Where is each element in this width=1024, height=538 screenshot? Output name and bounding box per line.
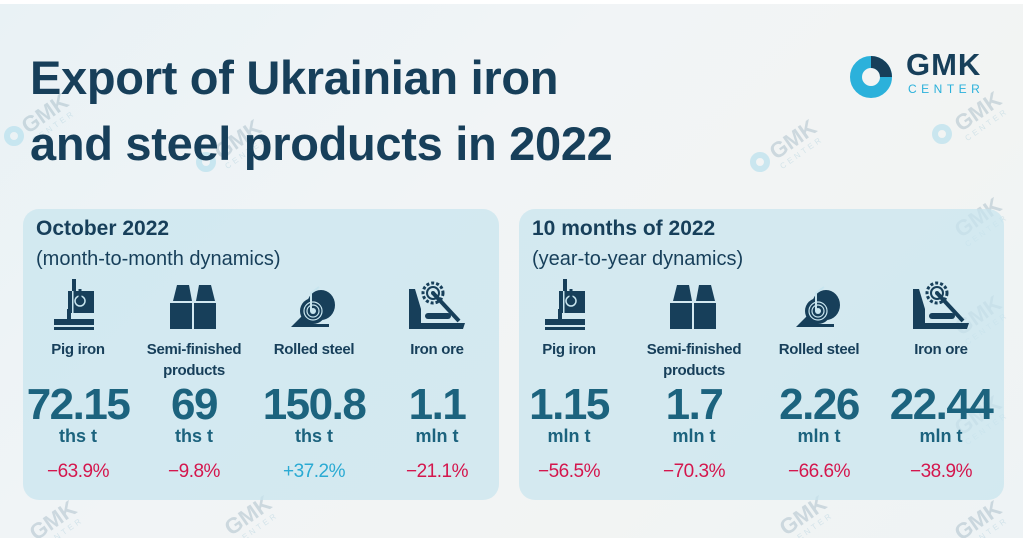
- stat-value: 22.44: [889, 380, 994, 429]
- iron-ore-icon: [377, 279, 497, 331]
- watermark-dot: [196, 152, 216, 172]
- pig-iron-icon: [509, 279, 629, 331]
- stat-change: −9.8%: [168, 461, 220, 482]
- gmk-center-logo: GMK CENTER: [848, 46, 1008, 106]
- iron-ore-icon: [881, 279, 1001, 331]
- item-label: Iron ore: [410, 341, 464, 358]
- stat-unit: mln t: [672, 426, 716, 446]
- stat-value: 69: [171, 380, 218, 429]
- stat-iron-ore: Iron ore: [881, 279, 1001, 360]
- stat-rolled-steel-values: 150.8 ths t +37.2%: [254, 209, 374, 500]
- semi-finished-icon: [134, 279, 254, 331]
- rolled-steel-icon: [254, 279, 374, 331]
- stat-pig-iron-values: 72.15 ths t −63.9%: [18, 209, 138, 500]
- stat-unit: mln t: [415, 426, 459, 446]
- stat-value: 72.15: [26, 380, 131, 429]
- stat-iron-ore-values: 22.44 mln t −38.9%: [881, 209, 1001, 500]
- panel-october-2022: October 2022 (month-to-month dynamics) P…: [23, 209, 499, 500]
- item-label: Semi-finished products: [146, 341, 242, 379]
- title-line-1: Export of Ukrainian iron: [30, 51, 559, 104]
- item-label: Rolled steel: [778, 341, 860, 358]
- item-label: Iron ore: [914, 341, 968, 358]
- stat-rolled-steel-values: 2.26 mln t −66.6%: [759, 209, 879, 500]
- stat-pig-iron-values: 1.15 mln t −56.5%: [509, 209, 629, 500]
- stat-value: 150.8: [262, 380, 367, 429]
- watermark-dot: [932, 124, 952, 144]
- item-label: Pig iron: [542, 341, 596, 358]
- item-label: Pig iron: [51, 341, 105, 358]
- watermark-dot: [750, 152, 770, 172]
- stat-semi-finished: Semi-finished products: [634, 279, 754, 381]
- panel-subtitle: (year-to-year dynamics): [532, 248, 744, 270]
- stat-value: 1.1: [408, 380, 467, 429]
- stat-rolled-steel: Rolled steel: [759, 279, 879, 360]
- stat-rolled-steel: Rolled steel: [254, 279, 374, 360]
- stat-pig-iron: Pig iron: [509, 279, 629, 360]
- item-label: Rolled steel: [273, 341, 355, 358]
- stat-iron-ore: Iron ore: [377, 279, 497, 360]
- logo-name: GMK: [906, 47, 982, 82]
- stat-semi-finished-values: 1.7 mln t −70.3%: [634, 209, 754, 500]
- watermark-dot: [4, 126, 24, 146]
- title-line-2: and steel products in 2022: [30, 117, 613, 170]
- item-label: Semi-finished products: [646, 341, 742, 379]
- stat-iron-ore-values: 1.1 mln t −21.1%: [377, 209, 497, 500]
- stat-change: −38.9%: [910, 461, 972, 482]
- stat-semi-finished-values: 69 ths t −9.8%: [134, 209, 254, 500]
- stat-unit: mln t: [919, 426, 963, 446]
- panel-subtitle: (month-to-month dynamics): [36, 248, 281, 270]
- stat-value: 1.7: [665, 380, 724, 429]
- stat-change: +37.2%: [283, 461, 345, 482]
- pig-iron-icon: [18, 279, 138, 331]
- stat-change: −56.5%: [538, 461, 600, 482]
- semi-finished-icon: [634, 279, 754, 331]
- stat-unit: mln t: [547, 426, 591, 446]
- stat-change: −21.1%: [406, 461, 468, 482]
- panel-title: 10 months of 2022: [532, 217, 716, 240]
- logo-subtitle: CENTER: [908, 82, 985, 96]
- stat-change: −70.3%: [663, 461, 725, 482]
- stat-change: −66.6%: [788, 461, 850, 482]
- stat-unit: ths t: [295, 426, 333, 446]
- stat-value: 1.15: [529, 380, 610, 429]
- stat-unit: ths t: [59, 426, 97, 446]
- panel-title: October 2022: [36, 217, 170, 240]
- stat-semi-finished: Semi-finished products: [134, 279, 254, 381]
- rolled-steel-icon: [759, 279, 879, 331]
- stat-unit: mln t: [797, 426, 841, 446]
- stat-pig-iron: Pig iron: [18, 279, 138, 360]
- page-title: Export of Ukrainian iron and steel produ…: [30, 45, 613, 177]
- infographic-canvas: GMK CENTER GMK CENTER GMK CENTER GMK CENTER …: [0, 4, 1023, 538]
- donut-logo-icon: [850, 56, 892, 98]
- stat-unit: ths t: [175, 426, 213, 446]
- stat-change: −63.9%: [47, 461, 109, 482]
- panel-10-months-2022: 10 months of 2022 (year-to-year dynamics…: [519, 209, 1004, 500]
- stat-value: 2.26: [779, 380, 860, 429]
